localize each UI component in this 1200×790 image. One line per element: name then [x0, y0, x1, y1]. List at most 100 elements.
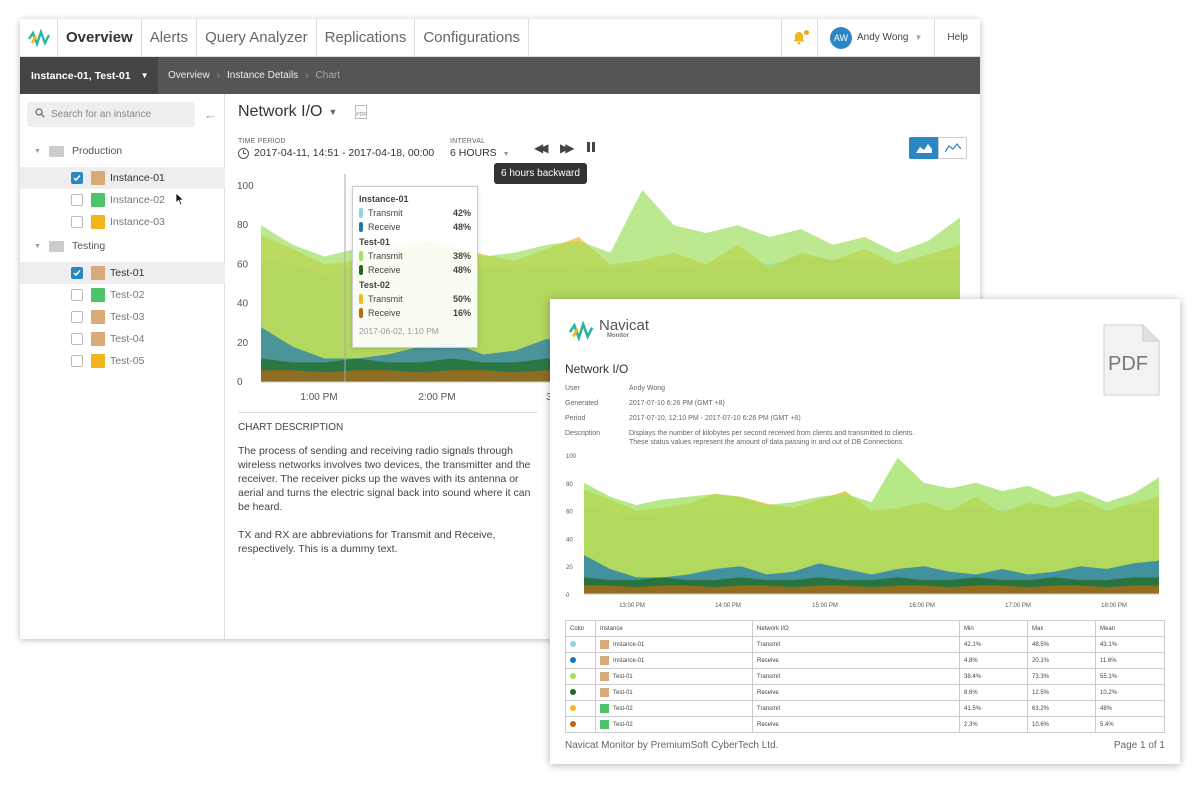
tab-query-analyzer[interactable]: Query Analyzer: [197, 19, 317, 56]
color-cell: [565, 700, 596, 717]
checkbox[interactable]: [71, 333, 83, 345]
max-cell: 10.6%: [1027, 716, 1096, 733]
area-chart-toggle[interactable]: [909, 137, 938, 159]
sidebar-item-instance-03[interactable]: Instance-03: [20, 211, 225, 233]
tab-overview[interactable]: Overview: [58, 19, 142, 56]
x-tick-label: 15:00 PM: [812, 603, 838, 609]
pdf-file-label: PDF: [1108, 353, 1148, 375]
breadcrumb-instance-details[interactable]: Instance Details: [227, 70, 299, 81]
checkbox[interactable]: [71, 267, 83, 279]
column-header: Max: [1027, 620, 1096, 637]
mean-cell: 10.2%: [1095, 684, 1165, 701]
breadcrumb-bar: Instance-01, Test-01 ▼ Overview › Instanc…: [20, 57, 980, 94]
checkbox[interactable]: [71, 172, 83, 184]
navicat-monitor-logo: Navicat Monitor: [567, 318, 649, 341]
series-swatch: [359, 208, 363, 218]
time-period[interactable]: TIME PERIOD 2017-04-11, 14:51 - 2017-04-…: [238, 138, 434, 159]
group-label: Testing: [71, 240, 106, 252]
tooltip-row: Transmit 42%: [359, 206, 471, 220]
navicat-logo-icon[interactable]: [20, 19, 58, 56]
column-header: Instance: [595, 620, 753, 637]
checkbox[interactable]: [71, 216, 83, 228]
tab-configurations[interactable]: Configurations: [415, 19, 530, 56]
report-table: Color Instance Network I/O Min Max Mean …: [565, 620, 1165, 733]
tab-alerts[interactable]: Alerts: [142, 19, 198, 56]
chart-hover-tooltip: Instance-01 Transmit 42% Receive 48% Test-01 T…: [352, 186, 478, 348]
sidebar-item-label: Instance-02: [110, 194, 165, 206]
breadcrumb-overview[interactable]: Overview: [168, 70, 210, 81]
interval-select[interactable]: INTERVAL 6 HOURS ▼: [450, 138, 510, 159]
breadcrumb: Overview › Instance Details › Chart: [158, 70, 347, 81]
pause-icon[interactable]: [587, 142, 595, 152]
meta-key: Description: [565, 430, 601, 437]
fast-forward-icon[interactable]: ▶▶: [560, 141, 575, 155]
sidebar-item-label: Test-01: [110, 267, 145, 279]
rewind-icon[interactable]: ◀◀: [534, 141, 549, 155]
io-cell: Receive: [752, 684, 960, 701]
collapse-sidebar-icon[interactable]: ←: [204, 107, 217, 122]
group-testing[interactable]: ▼ Testing: [20, 235, 225, 257]
sidebar-item-test-02[interactable]: Test-02: [20, 284, 225, 306]
tooltip-row: Receive 48%: [359, 220, 471, 234]
series-swatch: [359, 251, 363, 261]
breadcrumb-separator: ›: [216, 70, 221, 81]
line-chart-toggle[interactable]: [938, 137, 967, 159]
description-paragraph: The process of sending and receiving rad…: [238, 445, 531, 513]
instance-icon: [600, 640, 609, 649]
max-cell: 73.3%: [1027, 668, 1096, 685]
top-nav: Overview Alerts Query Analyzer Replicati…: [20, 19, 980, 57]
navicat-logo-icon: [568, 321, 594, 341]
checkbox[interactable]: [71, 289, 83, 301]
user-menu[interactable]: AW Andy Wong ▼: [816, 19, 934, 56]
tooltip-row-label: Receive: [368, 308, 401, 318]
tooltip-group-name: Test-01: [359, 237, 390, 247]
help-button[interactable]: Help: [934, 19, 980, 56]
group-label: Production: [71, 145, 123, 157]
y-tick-label: 60: [237, 259, 249, 270]
min-cell: 8.6%: [959, 684, 1028, 701]
checkbox[interactable]: [71, 194, 83, 206]
group-production[interactable]: ▼ Production: [20, 140, 225, 162]
instance-icon: [600, 688, 609, 697]
bell-icon[interactable]: [780, 19, 817, 56]
tooltip: 6 hours backward: [494, 163, 587, 184]
max-cell: 20.1%: [1027, 652, 1096, 669]
tooltip-row-label: Transmit: [368, 251, 403, 261]
mysql-icon: [91, 171, 105, 185]
instance-selector[interactable]: Instance-01, Test-01 ▼: [20, 57, 158, 94]
meta-key: Generated: [565, 400, 599, 407]
tooltip-row-value: 48%: [452, 265, 471, 275]
instance-icon: [600, 656, 609, 665]
table-header-row: Color Instance Network I/O Min Max Mean: [565, 620, 1165, 637]
sidebar-item-test-03[interactable]: Test-03: [20, 306, 225, 328]
sidebar-item-instance-02[interactable]: Instance-02: [20, 189, 225, 211]
tooltip-row-value: 42%: [452, 208, 471, 218]
checkbox[interactable]: [71, 311, 83, 323]
y-tick-label: 0: [237, 377, 243, 388]
pdf-export-icon[interactable]: PDF: [355, 105, 368, 119]
sidebar-item-test-05[interactable]: Test-05: [20, 350, 225, 372]
time-period-label: TIME PERIOD: [238, 138, 286, 145]
breadcrumb-separator: ›: [305, 70, 309, 81]
meta-key: User: [565, 385, 580, 392]
checkbox[interactable]: [71, 355, 83, 367]
mouse-cursor-icon: [175, 192, 185, 209]
sidebar-item-instance-01[interactable]: Instance-01: [20, 167, 225, 189]
report-meta-description-2: These status values represent the amount…: [565, 439, 904, 446]
search-input[interactable]: Search for an instance: [27, 102, 195, 127]
report-page-number: Page 1 of 1: [1113, 740, 1165, 751]
instance-cell: Test-02: [595, 700, 753, 717]
chart-title[interactable]: Network I/O ▼ PDF: [238, 103, 368, 121]
io-cell: Transmit: [752, 636, 960, 653]
tab-replications[interactable]: Replications: [317, 19, 416, 56]
y-tick-label: 80: [566, 482, 573, 488]
x-tick-label: 2:00 PM: [418, 392, 455, 403]
x-tick-label: 13:00 PM: [619, 603, 645, 609]
column-header: Color: [565, 620, 596, 637]
sidebar-item-test-01[interactable]: Test-01: [20, 262, 225, 284]
color-cell: [565, 636, 596, 653]
sidebar-item-test-04[interactable]: Test-04: [20, 328, 225, 350]
io-cell: Transmit: [752, 668, 960, 685]
search-placeholder: Search for an instance: [51, 109, 152, 120]
y-tick-label: 60: [566, 510, 573, 516]
